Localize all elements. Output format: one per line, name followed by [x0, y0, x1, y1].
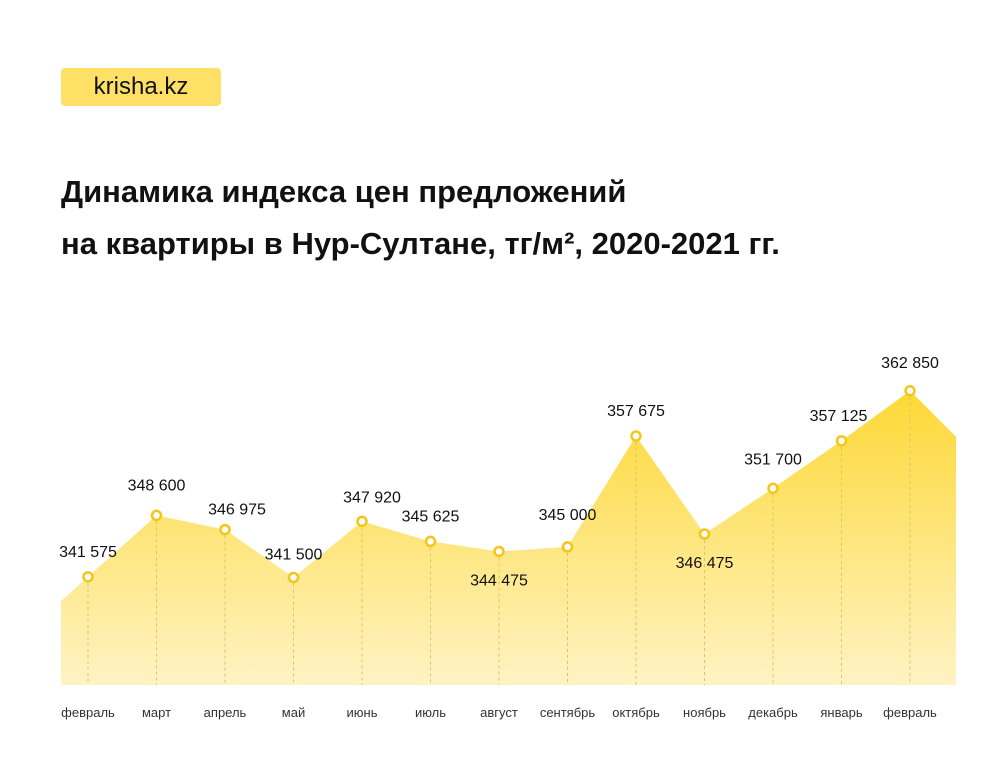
- value-label: 357 125: [810, 408, 868, 425]
- value-label: 341 500: [265, 547, 323, 564]
- category-label: июль: [415, 705, 446, 720]
- chart-title-line-1: Динамика индекса цен предложений: [61, 174, 627, 209]
- category-label: февраль: [883, 705, 937, 720]
- category-label: ноябрь: [683, 705, 726, 720]
- chart-title: Динамика индекса цен предложений на квар…: [61, 166, 780, 270]
- value-label: 362 850: [881, 355, 939, 372]
- data-point: [698, 528, 711, 540]
- value-label: 348 600: [128, 477, 186, 494]
- category-label: январь: [820, 705, 862, 720]
- data-point: [835, 435, 848, 447]
- value-label: 346 975: [208, 502, 266, 519]
- data-point: [287, 571, 300, 584]
- category-label: июнь: [347, 705, 378, 720]
- chart-title-line-2: на квартиры в Нур-Султане, тг/м², 2020-2…: [61, 226, 780, 261]
- value-label: 351 700: [744, 451, 802, 468]
- data-point: [561, 541, 574, 553]
- category-label: март: [142, 705, 171, 720]
- value-label: 344 475: [470, 572, 528, 589]
- data-point: [904, 385, 916, 397]
- category-label: апрель: [204, 705, 247, 720]
- category-label: декабрь: [748, 705, 798, 720]
- category-label: октябрь: [612, 705, 660, 720]
- value-label: 341 575: [59, 544, 117, 561]
- category-label: сентябрь: [540, 705, 596, 720]
- value-label: 345 625: [402, 508, 460, 525]
- value-label: 346 475: [676, 555, 734, 572]
- data-point: [150, 509, 163, 522]
- data-point: [82, 571, 94, 583]
- value-label: 357 675: [607, 403, 665, 420]
- category-label: август: [480, 705, 518, 720]
- data-point: [493, 545, 505, 558]
- data-point: [767, 482, 779, 495]
- category-label: май: [282, 705, 305, 720]
- value-label: 345 000: [539, 507, 597, 524]
- data-point: [219, 523, 231, 536]
- data-point: [356, 515, 368, 528]
- category-label: февраль: [61, 705, 115, 720]
- data-point: [424, 535, 437, 548]
- area-fill: [61, 390, 956, 685]
- value-label: 347 920: [343, 489, 401, 506]
- data-point: [630, 430, 642, 442]
- krisha-logo: krisha.kz: [61, 68, 221, 106]
